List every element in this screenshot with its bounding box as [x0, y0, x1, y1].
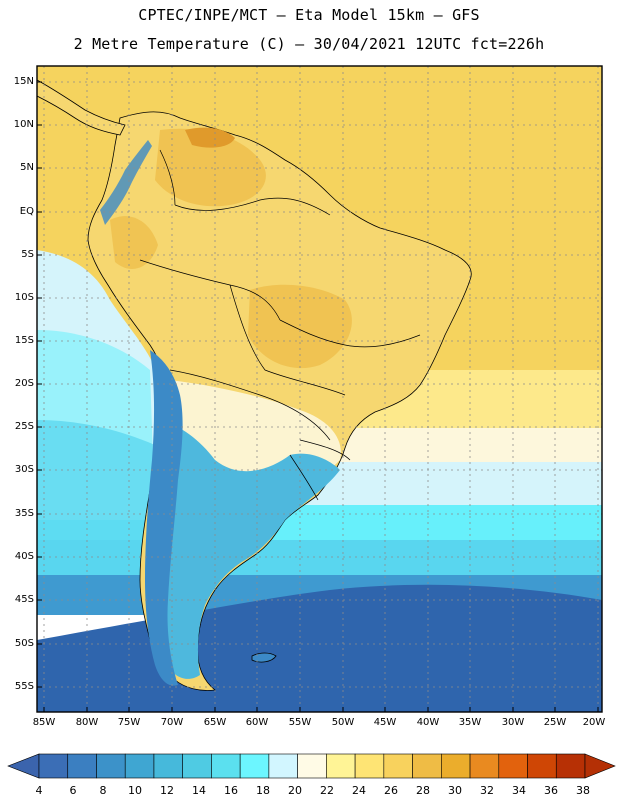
- colorbar-label: 36: [544, 784, 558, 797]
- lon-label: 55W: [288, 717, 312, 728]
- lon-label: 35W: [458, 717, 482, 728]
- lon-label: 25W: [543, 717, 567, 728]
- colorbar-label: 20: [288, 784, 302, 797]
- hot-region-central: [248, 284, 352, 369]
- colorbar-label: 18: [256, 784, 270, 797]
- colorbar-cell: [354, 753, 385, 779]
- lat-label: 55S: [14, 681, 34, 692]
- andes-north-spine: [100, 140, 152, 225]
- lat-label: 5N: [20, 162, 34, 173]
- lat-label: 35S: [14, 508, 34, 519]
- lat-label: 25S: [14, 421, 34, 432]
- colorbar-label: 22: [320, 784, 334, 797]
- colorbar-cell: [498, 753, 528, 779]
- colorbar-cell: [268, 753, 298, 779]
- lat-label: 45S: [14, 594, 34, 605]
- lat-label: EQ: [19, 206, 34, 217]
- lon-label: 30W: [501, 717, 525, 728]
- colorbar-label: 12: [160, 784, 174, 797]
- lon-label: 40W: [416, 717, 440, 728]
- lon-label: 50W: [331, 717, 355, 728]
- colorbar-cell: [211, 753, 241, 779]
- colorbar-cell: [239, 753, 270, 779]
- colorbar-high-arrow: [584, 753, 616, 779]
- land-cool-south: [145, 420, 340, 679]
- country-borders: [139, 149, 421, 501]
- colorbar-label: 10: [128, 784, 142, 797]
- hot-spot-venezuela: [185, 127, 235, 148]
- title-line-2: 2 Metre Temperature (C) – 30/04/2021 12U…: [73, 35, 545, 53]
- pacific-cool-2: [37, 420, 155, 540]
- lon-label: 85W: [32, 717, 56, 728]
- colorbar-cell: [182, 753, 212, 779]
- colorbar-cell: [412, 753, 442, 779]
- colorbar-label: 38: [576, 784, 590, 797]
- colorbar-label: 16: [224, 784, 238, 797]
- colorbar-label: 6: [69, 784, 77, 797]
- colorbar-low-arrow: [7, 753, 40, 779]
- lon-label: 60W: [245, 717, 269, 728]
- colorbar-cell: [153, 753, 183, 779]
- lon-label: 80W: [75, 717, 99, 728]
- central-america: [37, 79, 126, 136]
- colorbar-label: 24: [352, 784, 366, 797]
- colorbar: [7, 753, 616, 779]
- colorbar-cell: [96, 753, 126, 779]
- lat-gridlines: [37, 81, 602, 688]
- colorbar-cell: [124, 753, 155, 779]
- andes-spine: [145, 350, 183, 686]
- colorbar-cell: [555, 753, 586, 779]
- lat-label: 30S: [14, 464, 34, 475]
- colorbar-cell: [297, 753, 327, 779]
- lat-label: 15N: [13, 76, 34, 87]
- colorbar-label: 32: [480, 784, 494, 797]
- map-frame: [36, 65, 603, 713]
- colorbar-cells: [38, 753, 586, 779]
- lon-label: 70W: [160, 717, 184, 728]
- lat-label: 10S: [14, 292, 34, 303]
- colorbar-label: 28: [416, 784, 430, 797]
- colorbar-cell: [469, 753, 500, 779]
- lon-label: 75W: [117, 717, 141, 728]
- colorbar-label: 34: [512, 784, 526, 797]
- colorbar-label: 14: [192, 784, 206, 797]
- lat-label: 15S: [14, 335, 34, 346]
- lat-label: 40S: [14, 551, 34, 562]
- lat-label: 10N: [13, 119, 34, 130]
- hot-region-north: [155, 128, 266, 207]
- colorbar-label: 8: [99, 784, 107, 797]
- colorbar-label: 30: [448, 784, 462, 797]
- colorbar-cell: [38, 753, 69, 779]
- colorbar-cell: [527, 753, 557, 779]
- colorbar-cell: [326, 753, 356, 779]
- lat-label: 20S: [14, 378, 34, 389]
- ocean-band-cool: [37, 540, 602, 580]
- colorbar-cell: [441, 753, 471, 779]
- title-line-1: CPTEC/INPE/MCT – Eta Model 15km – GFS: [138, 6, 480, 24]
- colorbar-label: 4: [35, 784, 43, 797]
- colorbar-cell: [67, 753, 97, 779]
- hot-region-west: [110, 216, 158, 269]
- axis-ticks: [37, 81, 599, 712]
- lat-label: 5S: [21, 249, 34, 260]
- lon-label: 65W: [203, 717, 227, 728]
- lon-label: 45W: [373, 717, 397, 728]
- lat-label: 50S: [14, 638, 34, 649]
- colorbar-cell: [383, 753, 413, 779]
- lon-label: 20W: [582, 717, 606, 728]
- colorbar-label: 26: [384, 784, 398, 797]
